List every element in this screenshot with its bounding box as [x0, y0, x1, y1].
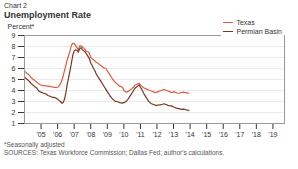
svg-text:'05: '05 — [36, 131, 45, 138]
svg-text:'07: '07 — [70, 131, 79, 138]
svg-text:'11: '11 — [136, 131, 145, 138]
svg-text:'17: '17 — [235, 131, 244, 138]
svg-text:'18: '18 — [252, 131, 261, 138]
html-text:SOURCES: Texas Workforce Commi: SOURCES: Texas Workforce Commission; Dal… — [4, 149, 225, 156]
html-text:Texas: Texas — [236, 19, 255, 26]
svg-text:'19: '19 — [268, 131, 277, 138]
svg-text:9: 9 — [12, 32, 16, 39]
svg-text:'10: '10 — [119, 131, 128, 138]
svg-text:8: 8 — [12, 43, 16, 50]
svg-text:3: 3 — [12, 98, 16, 105]
svg-text:Percent*: Percent* — [8, 23, 35, 30]
svg-text:'16: '16 — [219, 131, 228, 138]
html-text:Unemployment Rate: Unemployment Rate — [4, 10, 91, 20]
html-text:Chart 2: Chart 2 — [4, 2, 27, 9]
svg-text:6: 6 — [12, 65, 16, 72]
svg-text:'12: '12 — [152, 131, 161, 138]
svg-text:'14: '14 — [186, 131, 195, 138]
svg-text:1: 1 — [12, 120, 16, 127]
svg-text:4: 4 — [12, 87, 16, 94]
html-text:Permian Basin: Permian Basin — [236, 28, 282, 35]
svg-text:'09: '09 — [103, 131, 112, 138]
svg-text:'08: '08 — [86, 131, 95, 138]
svg-text:'06: '06 — [53, 131, 62, 138]
svg-text:2: 2 — [12, 109, 16, 116]
html-text:*Seasonally adjusted: *Seasonally adjusted — [4, 141, 65, 148]
svg-text:5: 5 — [12, 76, 16, 83]
svg-text:'15: '15 — [202, 131, 211, 138]
svg-text:7: 7 — [12, 54, 16, 61]
svg-text:'13: '13 — [169, 131, 178, 138]
